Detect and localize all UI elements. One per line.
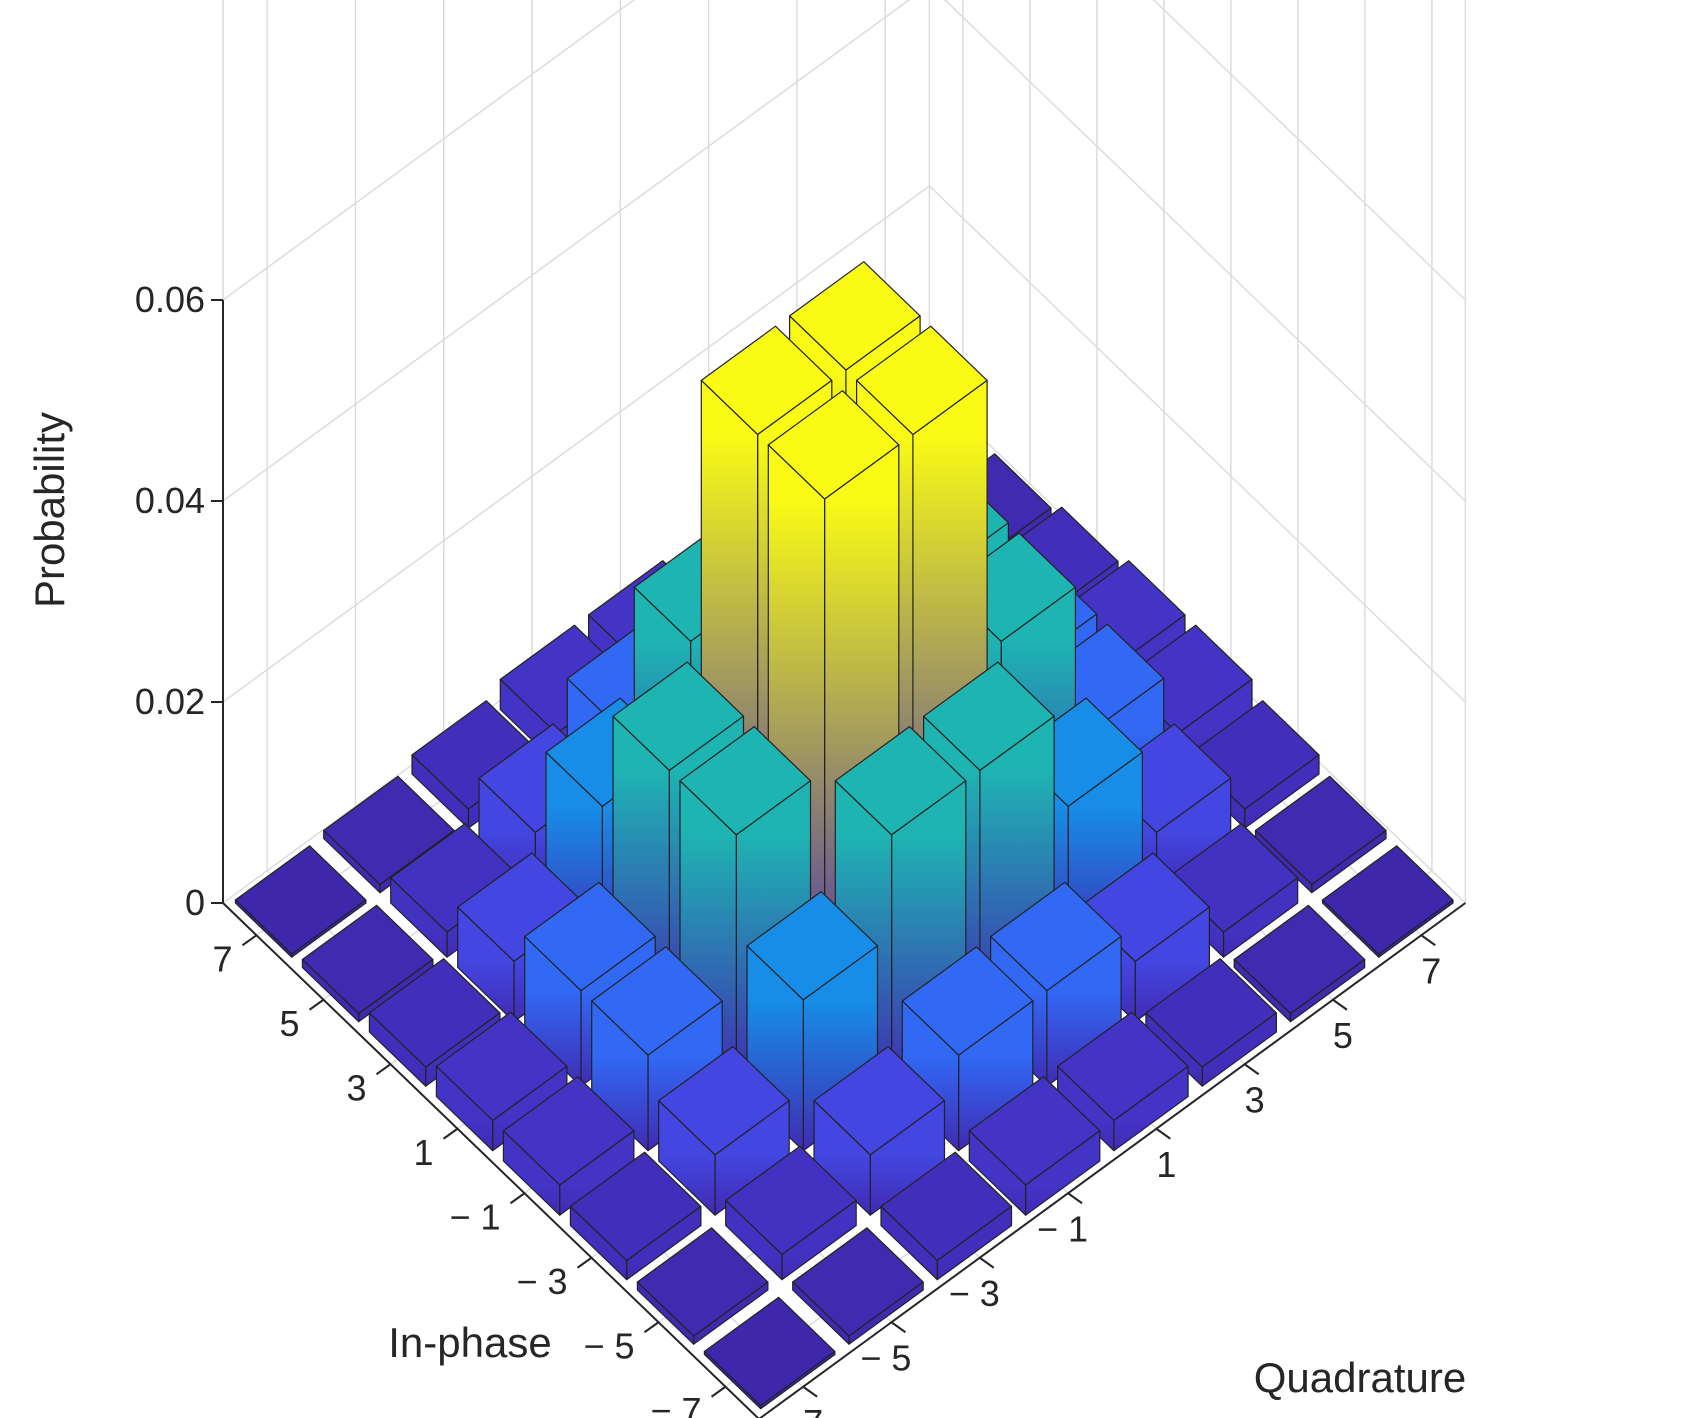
quadrature-tick-label: − 5 — [860, 1337, 911, 1378]
bar-face-side — [1233, 958, 1292, 1023]
quadrature-tick-label: 3 — [1245, 1079, 1265, 1120]
in-phase-tick-0 — [241, 934, 258, 947]
in-phase-tick-label: 1 — [413, 1132, 433, 1173]
in-phase-tick-label: 7 — [212, 938, 232, 979]
bar-ip7-q7 — [1321, 845, 1454, 958]
back-wall-left — [223, 0, 930, 903]
bar-face-side — [703, 1350, 762, 1410]
in-phase-tick-1 — [308, 998, 325, 1011]
z-tick-label: 0.02 — [135, 681, 205, 722]
bar-ip6-q1 — [725, 1145, 857, 1281]
z-tick-label: 0.06 — [135, 279, 205, 320]
in-phase-tick-label: 3 — [346, 1067, 366, 1108]
bar-face-side — [880, 1205, 938, 1281]
in-phase-tick-label: − 7 — [650, 1390, 701, 1418]
bar-face-side — [390, 877, 448, 958]
bar-ip7-q0 — [703, 1296, 836, 1410]
bar-ip7-q3 — [968, 1076, 1101, 1216]
y-axis-title: Quadrature — [1254, 1354, 1466, 1401]
in-phase-tick-label: − 1 — [449, 1196, 500, 1237]
bar-face-side — [725, 1199, 783, 1281]
in-phase-axis-line — [222, 902, 760, 1418]
bar-face-side — [569, 1205, 628, 1281]
bar-face-side — [234, 899, 293, 958]
bar-ip5-q1 — [658, 1045, 790, 1216]
bar-face-side — [968, 1130, 1027, 1216]
bar-face-side — [792, 1281, 850, 1345]
z-tick-label: 0.04 — [135, 480, 205, 521]
bar-face-side — [368, 1012, 427, 1087]
bar-ip5-q0 — [569, 1151, 702, 1281]
quadrature-tick-2 — [979, 1256, 995, 1269]
quadrature-tick-5 — [1244, 1063, 1260, 1076]
in-phase-tick-5 — [576, 1256, 593, 1269]
in-phase-tick-6 — [643, 1321, 660, 1334]
quadrature-tick-6 — [1332, 998, 1348, 1011]
bar-face-side — [1321, 899, 1380, 958]
quadrature-tick-4 — [1155, 1127, 1171, 1140]
in-phase-tick-3 — [442, 1127, 459, 1140]
z-tick-label: 0 — [185, 882, 205, 923]
bar-face-side — [591, 1000, 649, 1152]
quadrature-tick-1 — [890, 1321, 907, 1334]
bar-ip7-q1 — [792, 1227, 924, 1345]
in-phase-tick-4 — [509, 1192, 526, 1205]
bar-face-side — [323, 829, 381, 894]
grid-line-z-2 — [222, 0, 1466, 502]
quadrature-tick-label: − 1 — [1037, 1208, 1088, 1249]
bar-ip7-q6 — [1233, 904, 1366, 1023]
bar-ip6-q2 — [813, 1045, 946, 1216]
quadrature-tick-label: − 7 — [772, 1402, 823, 1418]
labels: Probability In-phase Quadrature — [26, 412, 1466, 1401]
bar-face-side — [502, 1130, 561, 1216]
bar-ip7-q4 — [1056, 1011, 1189, 1152]
bar-ip4-q0 — [502, 1076, 635, 1216]
in-phase-tick-label: 5 — [279, 1003, 299, 1044]
in-phase-tick-7 — [710, 1385, 727, 1398]
in-phase-tick-label: − 5 — [583, 1325, 634, 1366]
grid-line-z-3 — [222, 0, 1466, 301]
bar-face-side — [1056, 1065, 1115, 1152]
axes: 0 0.02 0.04 0.06 7 5 3 1 − 1 − 3 − 5 − 7 − 7 − 5 − 3 − … — [135, 279, 1466, 1418]
back-wall-right — [929, 0, 1466, 903]
quadrature-tick-7 — [1420, 934, 1436, 947]
quadrature-tick-0 — [802, 1385, 818, 1398]
bar-face-side — [435, 1065, 494, 1152]
z-axis-title: Probability — [26, 412, 73, 608]
bars — [234, 261, 1454, 1410]
bar-ip1-q0 — [301, 904, 434, 1023]
bar-face-side — [301, 958, 360, 1023]
in-phase-tick-label: − 3 — [516, 1261, 567, 1302]
quadrature-tick-label: 1 — [1156, 1144, 1176, 1185]
quadrature-tick-label: − 3 — [949, 1273, 1000, 1314]
bar-face-side — [636, 1281, 695, 1345]
bar-face-side — [813, 1100, 871, 1216]
quadrature-tick-3 — [1067, 1192, 1083, 1205]
in-phase-tick-2 — [375, 1063, 392, 1076]
quadrature-axis-line — [758, 902, 1466, 1418]
bar-ip7-q2 — [880, 1151, 1013, 1281]
quadrature-tick-label: 5 — [1333, 1015, 1353, 1056]
x-axis-title: In-phase — [388, 1319, 551, 1366]
bar-face-side — [658, 1100, 716, 1216]
bar-ip6-q0 — [636, 1227, 769, 1345]
quadrature-tick-label: 7 — [1421, 950, 1441, 991]
bar-ip0-q0 — [234, 845, 367, 958]
